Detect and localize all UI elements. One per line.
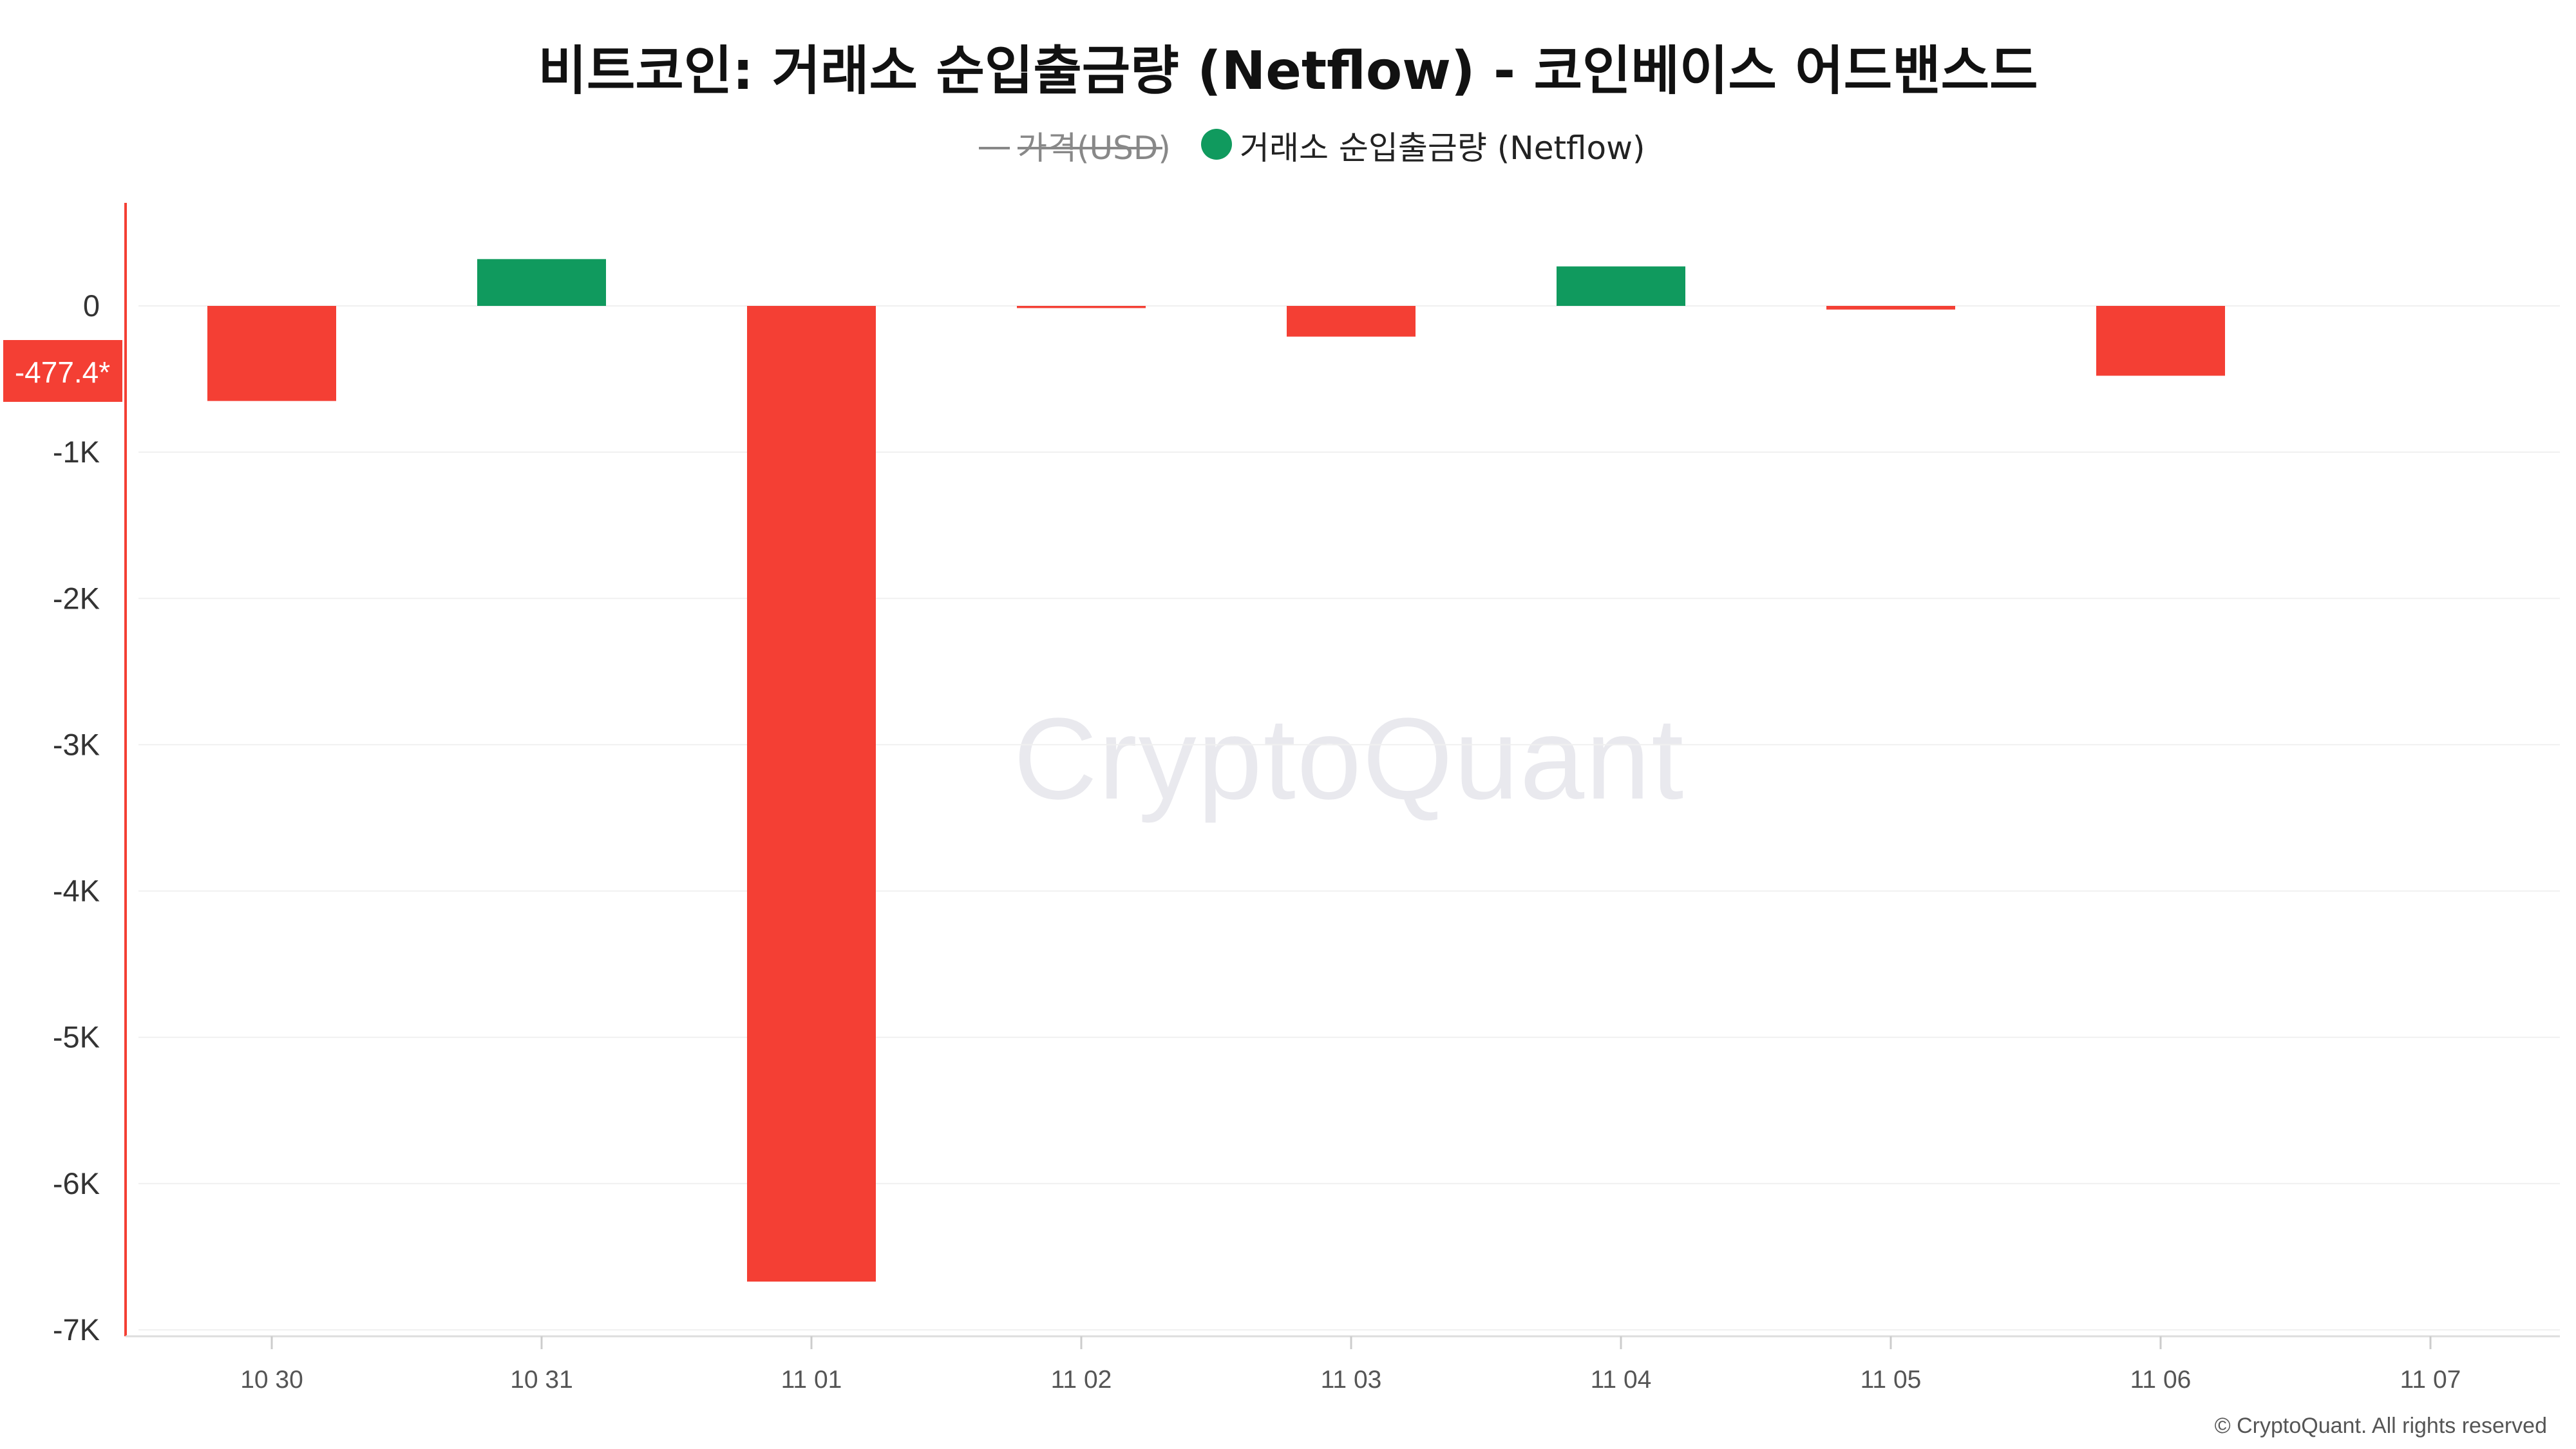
axes <box>124 203 2560 1338</box>
watermark: CryptoQuant <box>1014 694 1685 824</box>
bar <box>1826 306 1955 310</box>
chart-title: 비트코인: 거래소 순입출금량 (Netflow) - 코인베이스 어드밴스드 <box>538 41 2038 102</box>
legend-circle-icon <box>1201 129 1232 160</box>
bar <box>1017 306 1146 308</box>
bar <box>1557 266 1685 306</box>
y-tick-label: -4K <box>53 874 100 908</box>
x-tick-label: 11 03 <box>1321 1366 1382 1394</box>
legend-label-netflow: 거래소 순입출금량 (Netflow) <box>1240 129 1645 167</box>
legend-item-netflow[interactable]: 거래소 순입출금량 (Netflow) <box>1201 129 1645 167</box>
y-tick-label: -2K <box>53 581 100 615</box>
x-tick-label: 11 05 <box>1861 1366 1922 1394</box>
y-tick-label: -3K <box>53 727 100 761</box>
bar <box>2096 306 2225 376</box>
x-tick-label: 11 07 <box>2400 1366 2461 1394</box>
bars <box>207 259 2225 1282</box>
bar <box>747 306 876 1282</box>
x-tick-label: 11 01 <box>781 1366 842 1394</box>
current-value-label: -477.4* <box>15 355 110 389</box>
y-tick-label: -5K <box>53 1020 100 1054</box>
y-tick-label: -1K <box>53 435 100 469</box>
y-tick-label: -6K <box>53 1166 100 1200</box>
legend: 가격(USD) 거래소 순입출금량 (Netflow) <box>979 129 1645 167</box>
copyright: © CryptoQuant. All rights reserved <box>2215 1414 2547 1438</box>
bar <box>207 306 336 401</box>
y-axis-ticks: 0 -1K -2K -3K -4K -5K -6K -7K <box>53 289 100 1347</box>
x-tick-label: 11 02 <box>1051 1366 1112 1394</box>
legend-item-price[interactable]: 가격(USD) <box>979 129 1171 167</box>
x-axis-ticks: 10 30 10 31 11 01 11 02 11 03 11 04 11 05 11 06… <box>240 1336 2461 1394</box>
x-tick-label: 11 04 <box>1591 1366 1652 1394</box>
current-value-badge: -477.4* <box>3 340 122 402</box>
y-tick-label: -7K <box>53 1312 100 1347</box>
x-tick-label: 11 06 <box>2130 1366 2192 1394</box>
y-tick-label: 0 <box>83 289 100 323</box>
bar <box>477 259 606 306</box>
current-value-badge-bg <box>3 340 122 402</box>
bar <box>1287 306 1416 337</box>
x-tick-label: 10 31 <box>510 1366 573 1394</box>
x-tick-label: 10 30 <box>240 1366 303 1394</box>
